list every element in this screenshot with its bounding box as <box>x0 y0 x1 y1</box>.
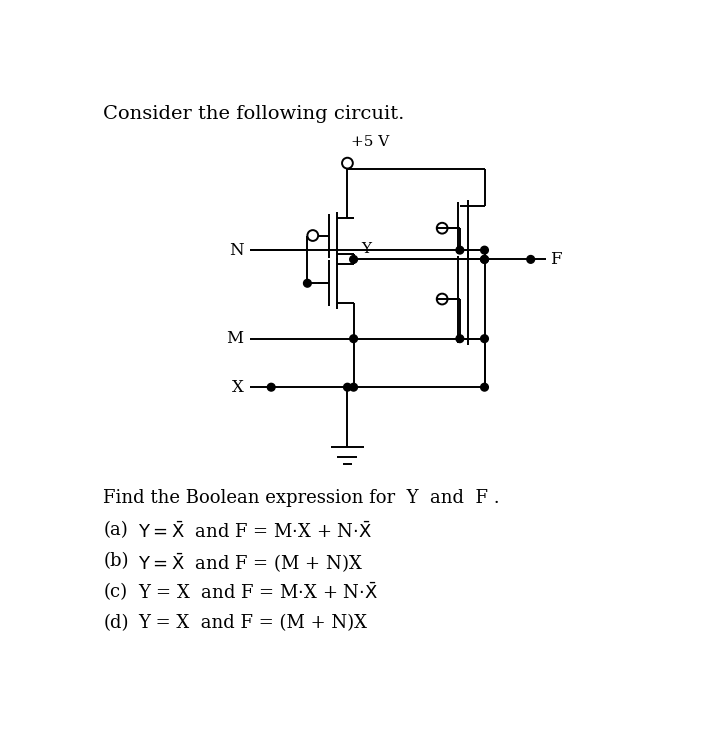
Text: F: F <box>550 251 562 268</box>
Circle shape <box>304 279 311 287</box>
Circle shape <box>481 246 488 254</box>
Text: Find the Boolean expression for  Y  and  F .: Find the Boolean expression for Y and F … <box>104 489 500 507</box>
Circle shape <box>527 256 534 263</box>
Text: X: X <box>232 379 243 396</box>
Text: (a): (a) <box>104 521 128 539</box>
Text: Consider the following circuit.: Consider the following circuit. <box>104 105 405 123</box>
Circle shape <box>350 383 357 391</box>
Text: Y: Y <box>361 242 372 256</box>
Circle shape <box>481 256 488 263</box>
Circle shape <box>267 383 275 391</box>
Text: $\mathrm{Y = \bar{X}}$  and F = M$\cdot$X + N$\cdot\mathrm{\bar{X}}$: $\mathrm{Y = \bar{X}}$ and F = M$\cdot$X… <box>138 521 372 542</box>
Circle shape <box>456 246 464 254</box>
Text: +5 V: +5 V <box>351 136 390 150</box>
Circle shape <box>456 335 464 343</box>
Text: (b): (b) <box>104 552 129 570</box>
Text: N: N <box>229 242 243 259</box>
Text: Y = X  and F = M$\cdot$X + N$\cdot\mathrm{\bar{X}}$: Y = X and F = M$\cdot$X + N$\cdot\mathrm… <box>138 583 378 604</box>
Text: (d): (d) <box>104 614 129 632</box>
Circle shape <box>350 335 357 343</box>
Text: $\mathrm{Y = \bar{X}}$  and F = (M + N)X: $\mathrm{Y = \bar{X}}$ and F = (M + N)X <box>138 552 363 576</box>
Circle shape <box>481 335 488 343</box>
Text: Y = X  and F = (M + N)X: Y = X and F = (M + N)X <box>138 614 367 632</box>
Circle shape <box>343 383 351 391</box>
Text: M: M <box>226 330 243 347</box>
Circle shape <box>350 256 357 263</box>
Circle shape <box>481 383 488 391</box>
Text: (c): (c) <box>104 583 127 601</box>
Circle shape <box>481 256 488 263</box>
